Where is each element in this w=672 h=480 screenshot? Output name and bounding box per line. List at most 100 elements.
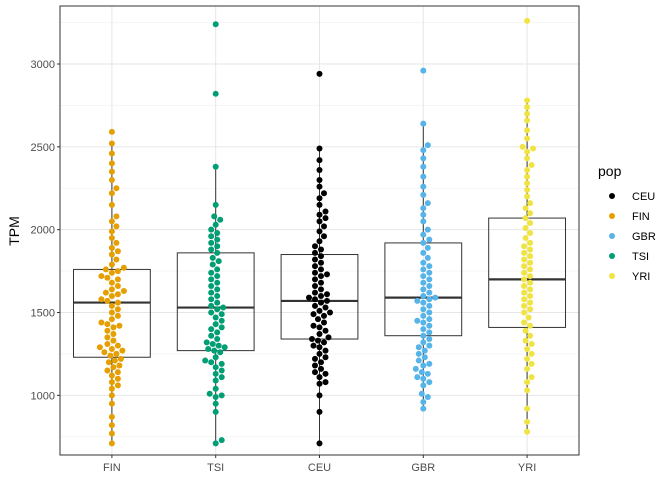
data-point-gbr <box>412 365 419 372</box>
data-point-fin <box>113 213 120 220</box>
data-point-tsi <box>212 201 219 208</box>
data-point-fin <box>104 321 111 328</box>
data-point-fin <box>108 422 115 429</box>
data-point-tsi <box>221 344 228 351</box>
data-point-gbr <box>415 357 422 364</box>
data-point-yri <box>527 200 534 207</box>
data-point-yri <box>521 243 528 250</box>
data-point-tsi <box>212 354 219 361</box>
data-point-fin <box>108 400 115 407</box>
data-point-gbr <box>414 374 421 381</box>
data-point-gbr <box>420 249 427 256</box>
data-point-yri <box>528 360 535 367</box>
data-point-ceu <box>322 215 329 222</box>
data-point-ceu <box>322 304 329 311</box>
data-point-fin <box>114 369 121 376</box>
data-point-ceu <box>318 266 324 273</box>
data-point-gbr <box>420 382 427 389</box>
data-point-tsi <box>218 437 225 444</box>
data-point-fin <box>98 273 105 280</box>
data-point-gbr <box>420 326 427 333</box>
legend-label-yri: YRI <box>632 271 650 283</box>
y-tick-label: 3000 <box>31 59 55 71</box>
data-point-ceu <box>316 374 323 381</box>
data-point-tsi <box>212 400 219 407</box>
data-point-gbr <box>426 309 433 316</box>
data-point-fin <box>108 286 115 293</box>
data-point-fin <box>108 269 115 276</box>
data-point-fin <box>110 364 117 371</box>
data-point-ceu <box>312 283 318 290</box>
data-point-ceu <box>316 70 323 77</box>
data-point-tsi <box>220 304 227 311</box>
data-point-yri <box>528 340 535 347</box>
data-point-tsi <box>208 246 215 253</box>
data-point-tsi <box>208 276 215 283</box>
data-point-gbr <box>420 163 427 170</box>
data-point-yri <box>524 110 531 117</box>
data-point-yri <box>527 332 534 339</box>
data-point-gbr <box>421 354 428 361</box>
data-point-gbr <box>420 299 427 306</box>
data-point-ceu <box>325 334 332 341</box>
data-point-fin <box>108 392 115 399</box>
data-point-gbr <box>418 369 425 376</box>
data-point-tsi <box>208 239 215 246</box>
data-point-yri <box>527 253 534 260</box>
data-point-gbr <box>420 339 427 346</box>
legend-key-ceu <box>609 193 615 199</box>
data-point-gbr <box>420 306 427 313</box>
data-point-ceu <box>318 246 324 253</box>
data-point-fin <box>108 279 115 286</box>
data-point-gbr <box>421 347 428 354</box>
data-point-fin <box>108 160 115 167</box>
data-point-fin <box>104 327 111 334</box>
data-point-ceu <box>316 183 323 190</box>
data-point-ceu <box>312 296 318 303</box>
data-point-ceu <box>322 370 329 377</box>
legend-key-yri <box>609 273 615 279</box>
data-point-gbr <box>420 231 427 238</box>
data-point-ceu <box>316 408 323 415</box>
legend-key-gbr <box>609 233 615 239</box>
data-point-gbr <box>426 269 433 276</box>
data-point-yri <box>527 322 534 329</box>
data-point-fin <box>102 289 109 296</box>
data-point-ceu <box>316 228 323 235</box>
data-point-tsi <box>208 296 215 303</box>
data-point-yri <box>521 302 528 309</box>
data-point-gbr <box>424 394 431 401</box>
data-point-ceu <box>310 311 317 318</box>
data-point-gbr <box>426 263 433 270</box>
data-point-tsi <box>208 359 215 366</box>
data-point-ceu <box>316 440 323 447</box>
data-point-yri <box>524 428 531 435</box>
data-point-fin <box>101 349 108 356</box>
data-point-yri <box>524 97 531 104</box>
data-point-gbr <box>426 360 433 367</box>
data-point-ceu <box>315 337 321 344</box>
data-point-gbr <box>420 286 427 293</box>
data-point-fin <box>119 347 126 354</box>
data-point-tsi <box>214 279 221 286</box>
data-point-fin <box>116 362 123 369</box>
data-point-ceu <box>318 259 324 266</box>
data-point-ceu <box>316 380 323 387</box>
data-point-fin <box>108 251 115 258</box>
data-point-ceu <box>318 279 324 286</box>
data-point-fin <box>108 385 115 392</box>
data-point-tsi <box>203 339 210 346</box>
data-point-gbr <box>420 155 427 162</box>
data-point-tsi <box>212 385 219 392</box>
data-point-yri <box>521 296 528 303</box>
data-point-tsi <box>215 258 222 265</box>
data-point-ceu <box>316 195 323 202</box>
data-point-gbr <box>426 379 433 386</box>
data-point-yri <box>527 279 534 286</box>
data-point-yri <box>522 205 529 212</box>
data-point-fin <box>108 292 115 299</box>
data-point-yri <box>521 289 528 296</box>
data-point-tsi <box>208 332 215 339</box>
y-tick-label: 2000 <box>31 225 55 237</box>
data-point-yri <box>527 246 534 253</box>
